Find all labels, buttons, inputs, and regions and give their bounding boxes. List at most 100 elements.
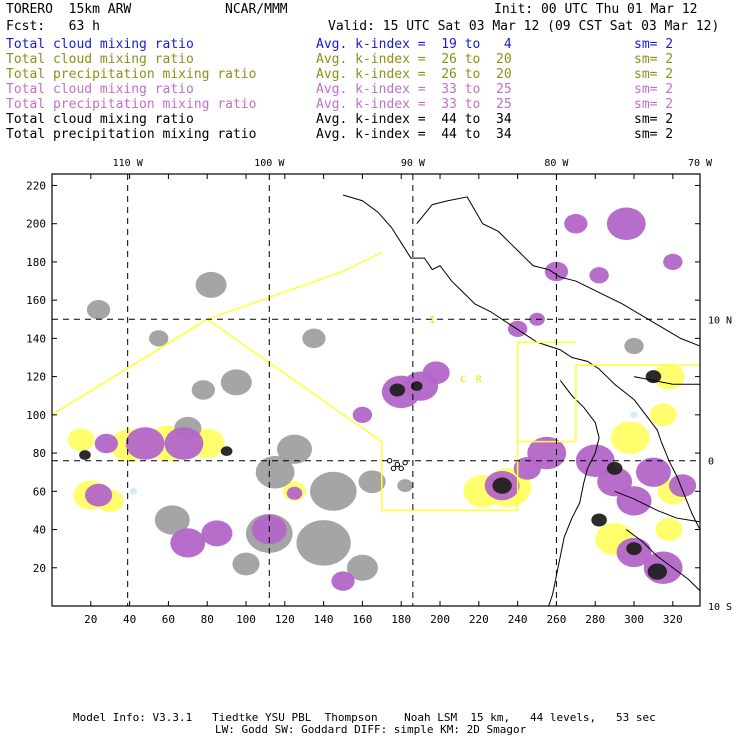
cloud-blob-gray [296, 520, 351, 566]
y-tick-label: 60 [33, 485, 46, 498]
cloud-blob-purple [589, 267, 609, 284]
legend-index: Avg. k-index = 44 to 34 [316, 112, 512, 127]
x-tick-label: 240 [508, 613, 528, 626]
region-label: I [429, 315, 435, 326]
model-title: TORERO 15km ARW [6, 2, 132, 17]
cloud-blob-purple [331, 571, 355, 591]
domain-boundary [575, 364, 700, 442]
legend-sm: sm= 2 [634, 97, 674, 112]
cloud-blob-purple [164, 427, 204, 460]
cloud-blob-yellow [653, 363, 685, 390]
x-tick-label: 180 [391, 613, 411, 626]
coastline [625, 529, 701, 592]
legend-row: Total precipitation mixing ratio Avg. k-i… [6, 67, 726, 82]
plot-background [52, 174, 700, 606]
legend-sm: sm= 2 [634, 112, 674, 127]
legend-row: Total cloud mixing ratio Avg. k-index = 3… [6, 82, 726, 97]
y-tick-label: 200 [26, 218, 46, 231]
cloud-blob-gray [86, 299, 111, 320]
cloud-blob-cyan [630, 411, 638, 419]
legend-field: Total precipitation mixing ratio [6, 67, 257, 82]
cloud-blob-dark [410, 381, 423, 392]
x-tick-label: 60 [162, 613, 175, 626]
cloud-blob-dark [606, 461, 623, 475]
x-tick-label: 300 [624, 613, 644, 626]
y-tick-label: 40 [33, 524, 46, 537]
cloud-blob-purple [635, 457, 671, 487]
legend-sm: sm= 2 [634, 52, 674, 67]
legend-row: Total cloud mixing ratio Avg. k-index = 4… [6, 112, 726, 127]
legend-index: Avg. k-index = 19 to 4 [316, 37, 512, 52]
cloud-blob-purple [544, 261, 569, 282]
cloud-blob-dark [492, 477, 512, 494]
y-tick-label: 160 [26, 294, 46, 307]
cloud-blob-gray [255, 455, 295, 489]
x-tick-label: 280 [585, 613, 605, 626]
region-label: R [476, 374, 483, 385]
legend-field: Total cloud mixing ratio [6, 82, 194, 97]
legend-row: Total precipitation mixing ratio Avg. k-i… [6, 97, 726, 112]
legend-row: Total cloud mixing ratio Avg. k-index = 1… [6, 37, 726, 52]
cloud-blob-yellow [610, 421, 650, 455]
cloud-blob-purple [125, 427, 165, 460]
coastline [633, 376, 700, 385]
cloud-blob-gray [624, 337, 644, 355]
cloud-blob-gray [195, 271, 227, 298]
x-tick-label: 220 [469, 613, 489, 626]
y-tick-label: 140 [26, 332, 46, 345]
legend-field: Total cloud mixing ratio [6, 112, 194, 127]
plot-frame [51, 173, 701, 607]
longitude-label: 100 W [254, 158, 285, 169]
legend-index: Avg. k-index = 26 to 20 [316, 67, 512, 82]
cloud-blob-gray [220, 369, 252, 396]
region-label: C [460, 374, 466, 385]
cloud-blob-dark [647, 563, 668, 580]
cloud-blob-yellow [655, 518, 683, 541]
cloud-blob-purple [668, 474, 697, 497]
y-tick-label: 20 [33, 562, 46, 575]
legend-index: Avg. k-index = 33 to 25 [316, 97, 512, 112]
latitude-label: 10 N [708, 315, 732, 326]
valid-time: Valid: 15 UTC Sat 03 Mar 12 (09 CST Sat … [328, 19, 720, 34]
init-time: Init: 00 UTC Thu 01 Mar 12 [494, 2, 698, 17]
y-tick-label: 180 [26, 256, 46, 269]
x-tick-label: 120 [275, 613, 295, 626]
x-tick-label: 320 [663, 613, 683, 626]
legend-field: Total cloud mixing ratio [6, 37, 194, 52]
cloud-blob-yellow [67, 428, 95, 452]
cloud-blob-gray [397, 479, 413, 493]
coastline [614, 490, 701, 523]
legend-index: Avg. k-index = 44 to 34 [316, 127, 512, 142]
latitude-label: 0 [708, 457, 714, 468]
cloud-blob-purple [84, 483, 113, 507]
x-tick-label: 160 [352, 613, 372, 626]
cloud-blob-purple [170, 528, 206, 558]
cloud-blob-gray [302, 328, 326, 349]
legend-row: Total cloud mixing ratio Avg. k-index = 2… [6, 52, 726, 67]
x-tick-label: 100 [236, 613, 256, 626]
island [394, 461, 401, 468]
cloud-blob-dark [389, 383, 406, 397]
cloud-blob-purple [94, 433, 118, 454]
legend-row: Total precipitation mixing ratio Avg. k-i… [6, 127, 726, 142]
y-tick-label: 80 [33, 447, 46, 460]
cloud-blob-gray [346, 554, 378, 581]
legend-sm: sm= 2 [634, 37, 674, 52]
cloud-blob-cyan [129, 488, 138, 495]
cloud-blob-dark [591, 513, 607, 527]
cloud-blob-gray [154, 505, 190, 535]
legend-sm: sm= 2 [634, 82, 674, 97]
cloud-blob-gray [277, 434, 312, 464]
legend-sm: sm= 2 [634, 127, 674, 142]
coastline [548, 380, 600, 607]
cloud-blob-gray [310, 471, 357, 511]
cloud-blob-purple [564, 213, 588, 234]
longitude-label: 110 W [113, 158, 144, 169]
x-tick-label: 80 [201, 613, 214, 626]
org-label: NCAR/MMM [225, 2, 288, 17]
cloud-blob-purple [422, 361, 450, 385]
cloud-blob-dark [626, 542, 642, 556]
x-tick-label: 40 [123, 613, 136, 626]
longitude-label: 70 W [688, 158, 713, 169]
